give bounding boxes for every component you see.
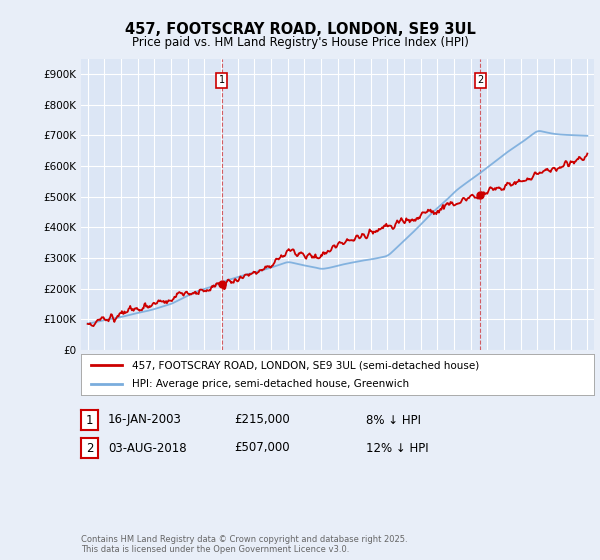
Text: 03-AUG-2018: 03-AUG-2018: [108, 441, 187, 455]
Text: Price paid vs. HM Land Registry's House Price Index (HPI): Price paid vs. HM Land Registry's House …: [131, 36, 469, 49]
Text: £215,000: £215,000: [234, 413, 290, 427]
Text: HPI: Average price, semi-detached house, Greenwich: HPI: Average price, semi-detached house,…: [133, 379, 409, 389]
Text: 2: 2: [86, 441, 93, 455]
Text: £507,000: £507,000: [234, 441, 290, 455]
Text: 16-JAN-2003: 16-JAN-2003: [108, 413, 182, 427]
Text: 1: 1: [218, 75, 224, 85]
Text: 457, FOOTSCRAY ROAD, LONDON, SE9 3UL (semi-detached house): 457, FOOTSCRAY ROAD, LONDON, SE9 3UL (se…: [133, 361, 479, 370]
Text: 12% ↓ HPI: 12% ↓ HPI: [366, 441, 428, 455]
Text: 1: 1: [86, 413, 93, 427]
Text: 457, FOOTSCRAY ROAD, LONDON, SE9 3UL: 457, FOOTSCRAY ROAD, LONDON, SE9 3UL: [125, 22, 475, 38]
Text: 2: 2: [477, 75, 484, 85]
Text: 8% ↓ HPI: 8% ↓ HPI: [366, 413, 421, 427]
Text: Contains HM Land Registry data © Crown copyright and database right 2025.
This d: Contains HM Land Registry data © Crown c…: [81, 535, 407, 554]
